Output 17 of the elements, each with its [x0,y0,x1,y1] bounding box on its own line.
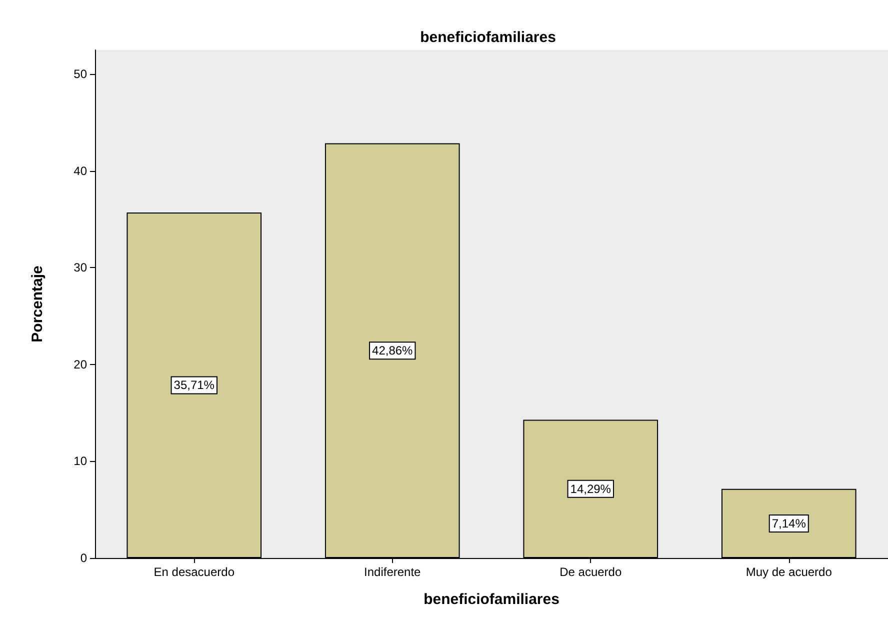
x-tick-label: Muy de acuerdo [746,565,832,579]
y-tick-label: 30 [74,260,88,275]
y-tick-label: 40 [74,164,88,178]
y-tick-label: 50 [74,67,88,82]
y-tick-label: 0 [80,551,88,565]
x-tick-label: En desacuerdo [154,565,235,579]
y-tick-label: 10 [74,454,88,468]
x-tick-label: Indiferente [364,565,422,579]
y-axis-title: Porcentaje [29,266,46,342]
data-label: 14,29% [570,482,612,496]
data-label: 35,71% [174,378,215,392]
y-tick-label: 20 [74,357,88,372]
x-axis-title: beneficiofamiliares [424,591,560,608]
data-label: 7,14% [772,516,806,530]
x-tick-label: De acuerdo [560,565,622,579]
data-label: 42,86% [372,344,414,358]
chart-title: beneficiofamiliares [420,29,556,46]
